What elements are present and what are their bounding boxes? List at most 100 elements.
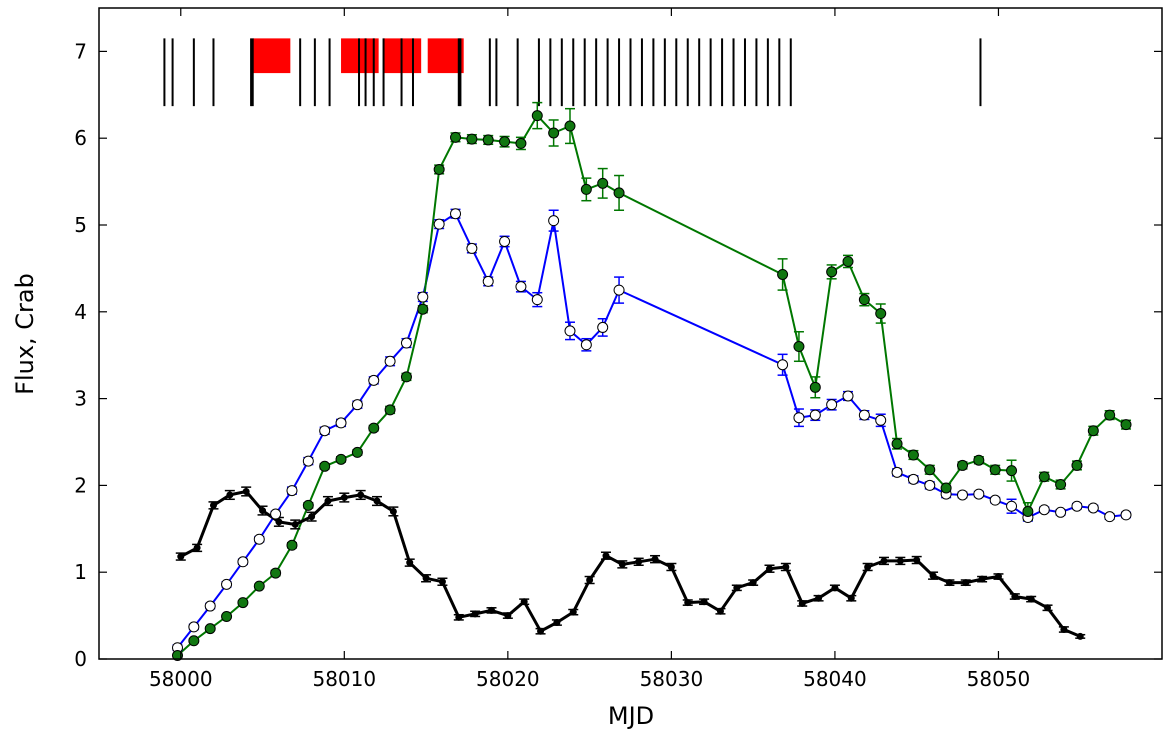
series-2-point (940, 482, 952, 494)
series-2-point (515, 137, 527, 149)
series-1-point (1104, 511, 1116, 523)
series-2-point (1038, 471, 1050, 483)
series-1-point (466, 242, 478, 254)
series-3-point (602, 552, 610, 560)
series-3-point (553, 619, 561, 627)
series-1-point (1071, 500, 1083, 512)
y-tick-label: 4 (74, 300, 87, 324)
series-3-point (618, 560, 626, 568)
series-3-point (177, 553, 185, 561)
series-lines (176, 114, 1127, 657)
series-1-point (989, 494, 1001, 506)
x-tick-label: 58030 (640, 667, 704, 691)
series-2-point (1055, 479, 1067, 491)
series-3-point (831, 584, 839, 592)
series-2-point (319, 460, 331, 472)
series-2-point (777, 268, 789, 280)
y-tick-label: 2 (74, 473, 87, 497)
series-3-point (259, 507, 267, 515)
series-2-point (400, 371, 412, 383)
series-2-point (891, 438, 903, 450)
series-2-point (793, 341, 805, 353)
series-1-point (858, 409, 870, 421)
series-3-point (945, 579, 953, 587)
series-1-point (875, 414, 887, 426)
series-1-point (302, 455, 314, 467)
series-2-point (826, 266, 838, 278)
series-2-point (1022, 505, 1034, 517)
series-2-point (907, 449, 919, 461)
series-2-point (875, 308, 887, 320)
series-1-point (1038, 504, 1050, 516)
series-1-point (482, 275, 494, 287)
series-3-point (994, 573, 1002, 581)
series-3-point (667, 563, 675, 571)
series-2-point (433, 163, 445, 175)
series-1-point (956, 489, 968, 501)
axes (98, 7, 1163, 660)
series-3-point (782, 563, 790, 571)
series-3-point (291, 520, 299, 528)
series-2-point (368, 422, 380, 434)
event-lines (163, 38, 982, 107)
series-1-point (907, 473, 919, 485)
series-2-point (1071, 459, 1083, 471)
series-2-point (1120, 419, 1132, 431)
series-1-point (777, 359, 789, 371)
series-1-point (384, 355, 396, 367)
series-2-point (302, 499, 314, 511)
series-2-point (171, 650, 183, 662)
series-3-point (324, 497, 332, 505)
series-3-point (733, 584, 741, 592)
series-2-point (924, 464, 936, 476)
series-1-point (891, 466, 903, 478)
series-3-point (815, 594, 823, 602)
series-2-point (221, 610, 233, 622)
series-3-point (896, 557, 904, 565)
series-3-point (962, 579, 970, 587)
x-tick-label: 58050 (967, 667, 1031, 691)
series-1-point (253, 533, 265, 545)
series-2-point (580, 183, 592, 195)
series-1-point (499, 235, 511, 247)
highlight-band (252, 38, 291, 74)
data-points (171, 110, 1132, 662)
series-1-point (515, 281, 527, 293)
series-1-point (564, 325, 576, 337)
series-1-point (450, 208, 462, 220)
series-1-point (270, 508, 282, 520)
series-3-point (422, 574, 430, 582)
series-3-point (684, 599, 692, 607)
series-3-point (357, 491, 365, 499)
series-3-point (978, 575, 986, 583)
series-3-point (635, 558, 643, 566)
series-3-point (373, 497, 381, 505)
series-2-point (253, 580, 265, 592)
series-3-point (864, 563, 872, 571)
series-3-point (880, 557, 888, 565)
series-3-point (340, 494, 348, 502)
series-2-point (613, 187, 625, 199)
series-3-point (913, 556, 921, 564)
series-3-point (406, 559, 414, 567)
series-2-point (204, 623, 216, 635)
series-3-point (504, 612, 512, 620)
series-1-point (319, 425, 331, 437)
series-2-point (809, 381, 821, 393)
series-2-point (1104, 409, 1116, 421)
series-1-point (613, 284, 625, 296)
series-3-point (209, 501, 217, 509)
series-3-point (193, 544, 201, 552)
series-3-point (242, 487, 250, 495)
series-2-point (335, 453, 347, 465)
series-2-point (989, 464, 1001, 476)
series-3-point (651, 555, 659, 563)
series-3-point (749, 579, 757, 587)
series-3-point (455, 613, 463, 621)
series-3-point (1060, 625, 1068, 633)
series-2-point (384, 404, 396, 416)
series-2-point (499, 136, 511, 148)
series-2-point (466, 133, 478, 145)
series-3-point (308, 513, 316, 521)
